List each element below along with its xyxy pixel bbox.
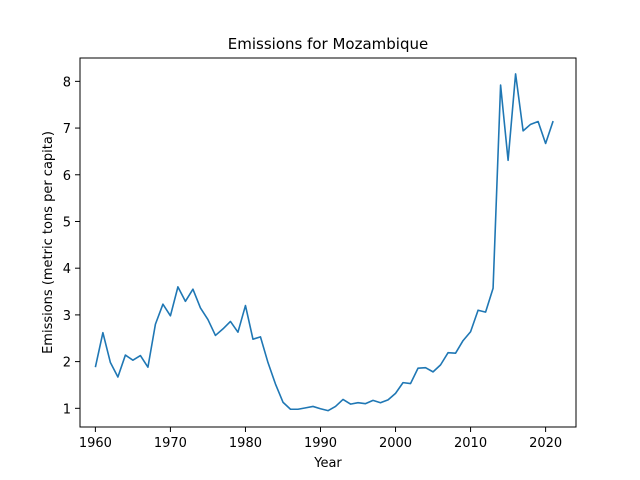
y-tick-label: 4 (63, 262, 71, 277)
y-tick-label: 5 (63, 215, 71, 230)
x-tick-label: 1970 (154, 436, 187, 451)
x-tick-label: 1980 (229, 436, 262, 451)
y-axis-title: Emissions (metric tons per capita) (41, 131, 56, 354)
y-tick-label: 8 (63, 75, 71, 90)
x-axis-title: Year (313, 456, 342, 471)
x-tick-label: 2020 (529, 436, 562, 451)
chart-title: Emissions for Mozambique (228, 35, 428, 53)
plot-frame (79, 57, 577, 428)
x-tick-label: 1960 (79, 436, 112, 451)
y-tick-label: 2 (63, 356, 71, 371)
x-tick-label: 2010 (454, 436, 487, 451)
emissions-series-line (94, 73, 554, 412)
plot-area: 1960 1970 1980 1990 2000 2010 2020 1 2 3 4 5 6 7 8 (63, 73, 562, 451)
y-tick-label: 1 (63, 402, 71, 417)
x-tick-label: 1990 (304, 436, 337, 451)
y-tick-label: 7 (63, 122, 71, 137)
y-tick-label: 3 (63, 309, 71, 324)
y-tick-label: 6 (63, 169, 71, 184)
x-tick-label: 2000 (379, 436, 412, 451)
